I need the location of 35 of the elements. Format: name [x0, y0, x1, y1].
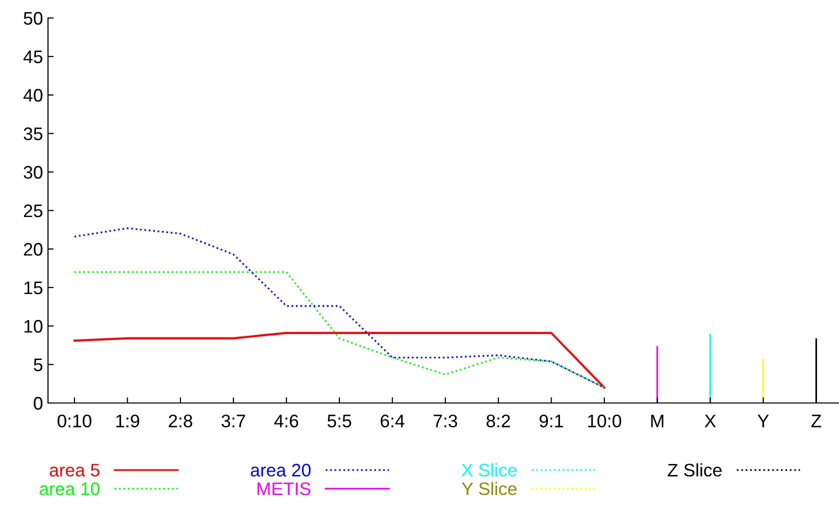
y-tick-label: 15 [24, 282, 42, 294]
y-tick-label: 40 [23, 88, 42, 102]
y-tick-label: 0 [34, 396, 42, 410]
y-tick-label: 30 [24, 166, 42, 179]
x-tick-label: 9:1 [540, 414, 563, 428]
x-tick-label: 10:0 [588, 414, 622, 428]
y-tick-label: 35 [24, 127, 42, 140]
x-tick-label: Z [811, 414, 822, 428]
x-tick-label: X [704, 414, 716, 428]
legend-label: Z Slice [668, 463, 722, 477]
x-tick-label: Y [758, 414, 769, 428]
line-series [74, 271, 606, 388]
x-tick-label: 4:6 [274, 414, 298, 428]
x-tick-label: 6:4 [380, 414, 404, 428]
y-tick-label: 45 [23, 50, 42, 64]
x-tick-label: M [651, 414, 664, 428]
y-tick-label: 25 [24, 204, 42, 218]
x-tick-label: 8:2 [486, 414, 510, 428]
line-series [73, 332, 606, 389]
legend-label: Y Slice [462, 482, 517, 496]
legend-label: area 20 [250, 464, 311, 477]
legend-label: METIS [258, 482, 310, 496]
y-tick-label: 20 [24, 242, 42, 256]
x-tick-label: 7:3 [434, 414, 458, 428]
y-tick-label: 5 [34, 358, 42, 372]
x-tick-label: 0:10 [58, 414, 92, 428]
x-tick-label: 2:8 [168, 414, 192, 428]
x-tick-label: 5:5 [328, 414, 352, 428]
x-tick-label: 3:7 [222, 414, 246, 428]
legend-label: area 10 [40, 482, 100, 496]
x-tick-label: 1:9 [116, 414, 140, 428]
y-tick-label: 10 [24, 320, 42, 333]
legend-label: X Slice [462, 463, 517, 477]
y-tick-label: 50 [24, 12, 42, 25]
legend-label: area 5 [50, 464, 100, 477]
